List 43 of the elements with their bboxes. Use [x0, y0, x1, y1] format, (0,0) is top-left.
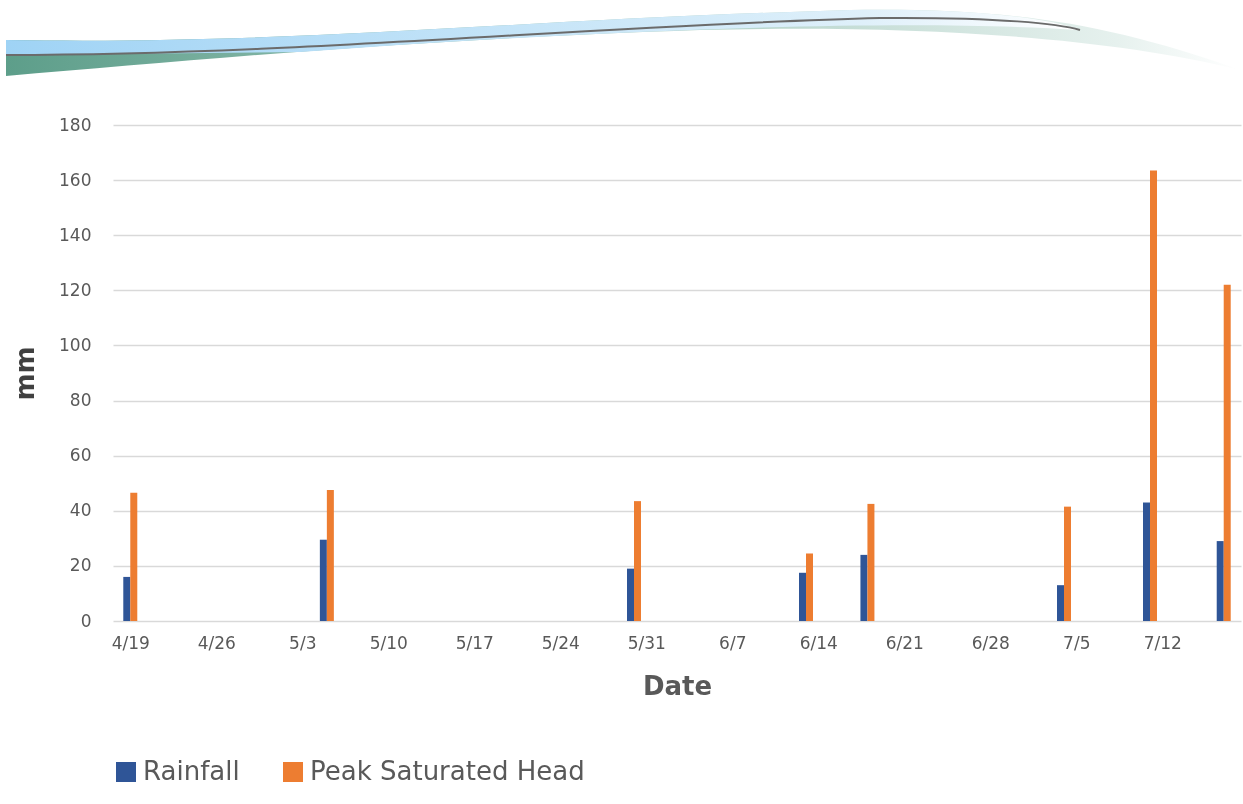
bar — [326, 490, 334, 621]
x-tick-label: 6/7 — [719, 632, 747, 653]
y-tick-label: 160 — [59, 169, 92, 190]
bar — [319, 539, 327, 621]
bar — [1216, 541, 1224, 621]
x-tick-label: 4/26 — [197, 632, 236, 653]
y-tick-label: 140 — [59, 224, 92, 245]
x-axis-title: Date — [642, 670, 713, 701]
y-tick-label: 0 — [80, 610, 92, 631]
y-axis-title: mm — [10, 346, 41, 401]
x-tick-label: 4/19 — [111, 632, 150, 653]
x-tick-label: 5/10 — [369, 632, 408, 653]
bar — [867, 503, 875, 621]
y-tick-label: 60 — [69, 445, 92, 466]
y-tick-label: 20 — [69, 555, 92, 576]
legend-label: Peak Saturated Head — [310, 756, 585, 786]
bar — [799, 572, 806, 621]
bar — [860, 554, 868, 621]
legend-label: Rainfall — [143, 756, 240, 786]
x-tick-label: 6/28 — [971, 632, 1010, 653]
x-tick-label: 7/5 — [1063, 632, 1091, 653]
x-tick-label: 6/21 — [885, 632, 924, 653]
x-tick-label: 7/12 — [1143, 632, 1182, 653]
y-tick-label: 100 — [59, 334, 92, 355]
bar — [806, 553, 813, 621]
bar — [627, 568, 634, 621]
x-tick-label: 5/24 — [541, 632, 580, 653]
y-tick-label: 80 — [69, 390, 92, 411]
bar — [1223, 284, 1231, 621]
x-tick-label: 5/17 — [455, 632, 494, 653]
x-tick-label: 6/14 — [799, 632, 838, 653]
y-tick-label: 180 — [59, 114, 92, 135]
bar — [1150, 170, 1157, 621]
y-tick-label: 40 — [69, 500, 92, 521]
bar — [1064, 506, 1071, 621]
x-tick-label: 5/3 — [289, 632, 317, 653]
bar — [1143, 502, 1150, 621]
bar — [130, 492, 138, 621]
bar — [1057, 585, 1064, 621]
bar — [634, 501, 641, 621]
bar — [123, 576, 131, 621]
x-tick-label: 5/31 — [627, 632, 666, 653]
y-tick-label: 120 — [59, 279, 92, 300]
